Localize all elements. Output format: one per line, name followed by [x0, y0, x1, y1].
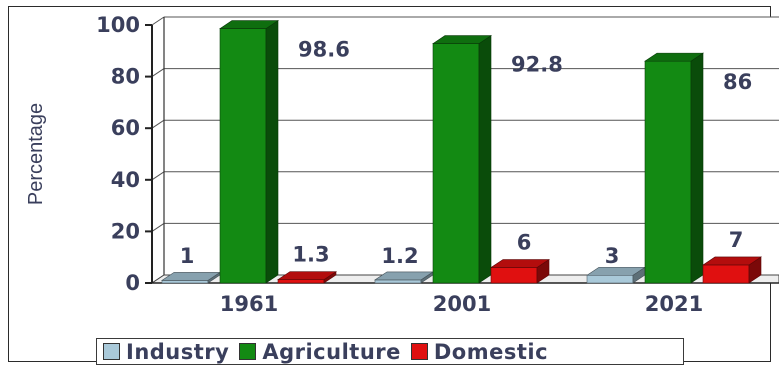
- bar-top-agriculture-2001: [432, 35, 492, 44]
- bar-domestic-1961: [277, 279, 325, 284]
- bar-side-agriculture-1961: [265, 20, 279, 284]
- gridline-side-80: [151, 68, 165, 78]
- y-tick-label-80: 80: [111, 65, 140, 89]
- x-tick-label-2001: 2001: [433, 292, 491, 316]
- bar-side-agriculture-2001: [478, 35, 492, 284]
- data-label-industry-1961: 1: [180, 244, 195, 268]
- legend-swatch-industry: [103, 343, 120, 360]
- legend-item-domestic: Domestic: [410, 339, 549, 364]
- bar-top-agriculture-2021: [644, 52, 704, 62]
- gridline-side-100: [151, 16, 165, 26]
- bar-domestic-2001: [490, 267, 538, 284]
- data-label-industry-2021: 3: [605, 244, 620, 268]
- x-tick-label-1961: 1961: [220, 292, 278, 316]
- data-label-domestic-1961: 1.3: [292, 243, 329, 267]
- y-tick-label-100: 100: [96, 13, 140, 37]
- bar-top-domestic-2001: [490, 259, 550, 268]
- bar-top-domestic-1961: [277, 271, 337, 280]
- bar-agriculture-2021: [644, 60, 692, 284]
- y-tick-label-20: 20: [111, 219, 140, 243]
- bar-side-agriculture-2021: [690, 52, 704, 284]
- x-tick-label-2021: 2021: [645, 292, 703, 316]
- gridline-side-20: [151, 222, 165, 232]
- data-label-agriculture-2021: 86: [723, 70, 752, 94]
- y-axis-label: Percentage: [25, 103, 47, 205]
- y-tick-label-60: 60: [111, 116, 140, 140]
- bar-agriculture-1961: [219, 28, 267, 284]
- legend-label-agriculture: Agriculture: [262, 339, 401, 364]
- data-label-industry-2001: 1.2: [381, 244, 418, 268]
- y-tick-label-0: 0: [125, 271, 140, 295]
- data-label-agriculture-1961: 98.6: [298, 38, 350, 62]
- bar-industry-2001: [374, 279, 422, 284]
- legend-item-industry: Industry: [103, 340, 229, 364]
- bar-top-domestic-2021: [702, 256, 762, 266]
- gridline-side-40: [151, 171, 165, 181]
- legend-swatch-agriculture: [239, 343, 257, 360]
- legend-label-domestic: Domestic: [433, 339, 549, 364]
- data-label-domestic-2021: 7: [729, 228, 744, 252]
- legend-swatch-domestic: [410, 343, 428, 360]
- bar-industry-1961: [161, 280, 209, 284]
- legend-item-agriculture: Agriculture: [239, 340, 401, 364]
- bar-domestic-2021: [702, 264, 750, 284]
- bar-top-agriculture-1961: [219, 20, 279, 29]
- bar-industry-2021: [586, 274, 634, 284]
- data-label-domestic-2001: 6: [517, 231, 532, 255]
- chart-legend: Industry Agriculture Domestic: [96, 338, 684, 365]
- legend-label-industry: Industry: [126, 339, 230, 364]
- bar-agriculture-2001: [432, 43, 480, 284]
- y-tick-label-40: 40: [111, 168, 140, 192]
- gridline-side-60: [151, 119, 165, 129]
- data-label-agriculture-2001: 92.8: [511, 53, 563, 77]
